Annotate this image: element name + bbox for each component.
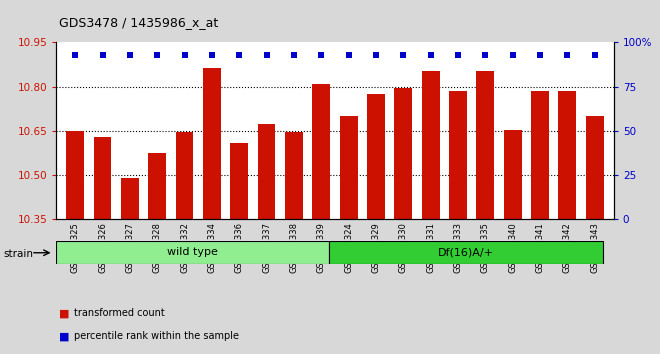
Point bbox=[152, 52, 162, 58]
Bar bbox=[504, 130, 521, 219]
Bar bbox=[148, 153, 166, 219]
Point bbox=[234, 52, 245, 58]
Point bbox=[535, 52, 545, 58]
Text: GDS3478 / 1435986_x_at: GDS3478 / 1435986_x_at bbox=[59, 16, 218, 29]
Bar bbox=[230, 143, 248, 219]
Bar bbox=[94, 137, 112, 219]
Text: Df(16)A/+: Df(16)A/+ bbox=[438, 247, 494, 257]
Bar bbox=[531, 91, 549, 219]
Bar bbox=[67, 131, 84, 219]
Point bbox=[125, 52, 135, 58]
Point bbox=[425, 52, 436, 58]
Point bbox=[261, 52, 272, 58]
Bar bbox=[312, 84, 330, 219]
Text: ■: ■ bbox=[59, 308, 70, 318]
Text: ■: ■ bbox=[59, 331, 70, 341]
Point bbox=[70, 52, 81, 58]
Bar bbox=[477, 70, 494, 219]
Bar bbox=[176, 132, 193, 219]
Point bbox=[398, 52, 409, 58]
Point bbox=[562, 52, 573, 58]
Point bbox=[453, 52, 463, 58]
Bar bbox=[558, 91, 576, 219]
Bar bbox=[203, 68, 221, 219]
Point bbox=[589, 52, 600, 58]
Point bbox=[316, 52, 327, 58]
Point bbox=[97, 52, 108, 58]
Point bbox=[180, 52, 190, 58]
Bar bbox=[56, 241, 329, 264]
Point bbox=[480, 52, 490, 58]
Text: wild type: wild type bbox=[168, 247, 218, 257]
Bar bbox=[449, 91, 467, 219]
Bar bbox=[121, 178, 139, 219]
Bar bbox=[329, 241, 603, 264]
Bar bbox=[285, 132, 303, 219]
Text: transformed count: transformed count bbox=[74, 308, 164, 318]
Bar bbox=[586, 116, 603, 219]
Bar bbox=[367, 94, 385, 219]
Text: strain: strain bbox=[3, 249, 33, 259]
Point bbox=[371, 52, 381, 58]
Text: percentile rank within the sample: percentile rank within the sample bbox=[74, 331, 239, 341]
Point bbox=[343, 52, 354, 58]
Bar bbox=[257, 124, 275, 219]
Point bbox=[288, 52, 299, 58]
Point bbox=[207, 52, 217, 58]
Bar bbox=[340, 116, 358, 219]
Bar bbox=[395, 88, 412, 219]
Point bbox=[508, 52, 518, 58]
Bar bbox=[422, 70, 440, 219]
